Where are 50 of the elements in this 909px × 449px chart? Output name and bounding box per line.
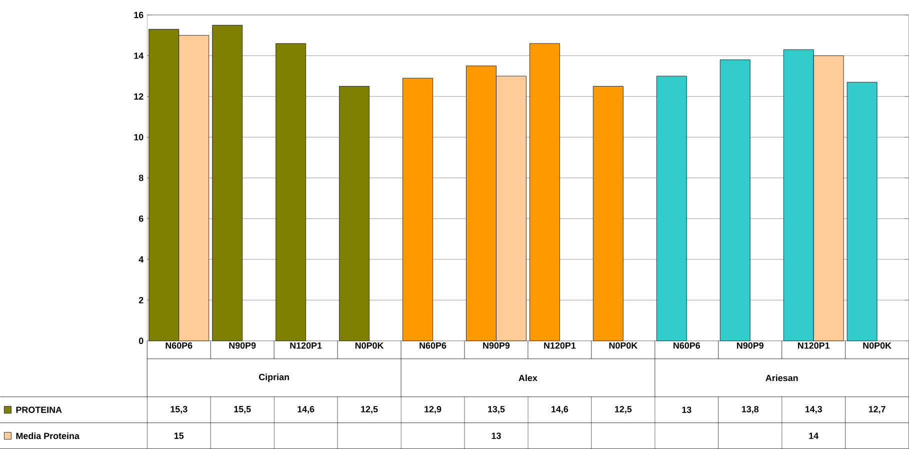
y-tick-label: 2 xyxy=(138,296,144,304)
data-label: 13 xyxy=(682,406,692,413)
text: Alex xyxy=(518,374,538,382)
data-label: 14,6 xyxy=(552,406,568,414)
x-tick-label: N90P9 xyxy=(483,342,510,349)
legend-label: Media Proteina xyxy=(16,432,80,440)
data-label: 13,8 xyxy=(742,406,759,414)
bar xyxy=(592,86,624,342)
y-tick-label: 0 xyxy=(139,338,144,344)
y-tick-label: 14 xyxy=(134,52,144,59)
bar xyxy=(212,24,243,342)
data-label: 12,7 xyxy=(868,406,886,414)
y-tick-label: 16 xyxy=(134,12,144,18)
x-tick-label: N90P9 xyxy=(737,342,764,349)
bar xyxy=(276,43,306,342)
data-label: 15 xyxy=(174,432,184,439)
data-label: 15,3 xyxy=(170,406,188,414)
x-tick-label: N60P6 xyxy=(674,342,700,349)
bar xyxy=(720,60,750,342)
data-label: 13,5 xyxy=(488,406,505,414)
bar xyxy=(530,43,560,342)
data-label: 15,5 xyxy=(234,406,251,414)
data-label: 14,6 xyxy=(298,406,314,414)
bar xyxy=(339,86,370,342)
y-tick-label: 10 xyxy=(134,134,144,140)
x-tick-label: N60P6 xyxy=(420,342,446,349)
x-tick-label: N0P0K xyxy=(863,342,892,349)
x-tick-label: N120P1 xyxy=(544,342,576,349)
data-label: 12,5 xyxy=(615,406,632,414)
x-tick-label: N0P0K xyxy=(609,342,638,349)
data-label: 14,3 xyxy=(805,406,822,414)
bar xyxy=(656,76,687,342)
data-label: 12,9 xyxy=(424,406,442,414)
x-tick-label: N120P1 xyxy=(798,342,830,349)
y-tick-label: 6 xyxy=(138,215,144,222)
y-tick-label: 8 xyxy=(138,174,144,182)
bar xyxy=(846,82,878,342)
x-tick-label: N60P6 xyxy=(166,342,192,349)
bar xyxy=(402,78,433,342)
data-label: 14 xyxy=(809,432,819,439)
x-tick-label: N0P0K xyxy=(355,342,384,349)
text: Ciprian xyxy=(259,374,289,382)
data-label: 12,5 xyxy=(361,406,378,414)
text: Ariesan xyxy=(766,374,798,382)
data-label: 13 xyxy=(492,432,501,439)
y-tick-label: 4 xyxy=(138,256,144,262)
x-tick-label: N90P9 xyxy=(229,342,256,349)
y-tick-label: 12 xyxy=(134,93,144,100)
legend-label: PROTEINA xyxy=(16,406,62,413)
x-tick-label: N120P1 xyxy=(290,342,322,349)
